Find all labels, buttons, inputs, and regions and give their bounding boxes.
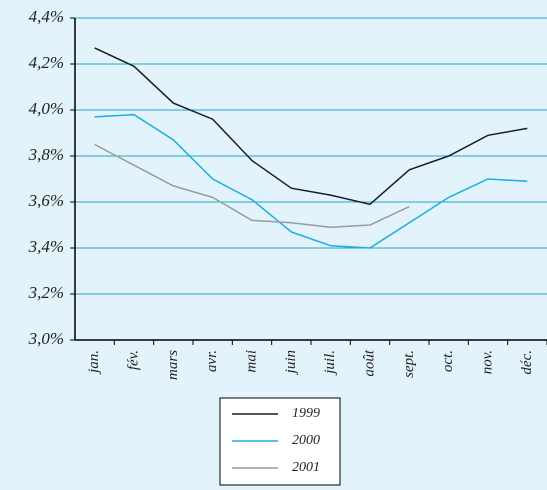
x-tick-label: avr. <box>204 350 220 372</box>
x-tick-label: oct. <box>440 350 456 372</box>
y-tick-label: 3,4% <box>28 237 64 256</box>
x-tick-label: fév. <box>125 350 141 370</box>
y-tick-label: 3,6% <box>28 191 64 210</box>
y-tick-label: 4,4% <box>29 7 64 26</box>
y-tick-label: 3,0% <box>28 329 64 348</box>
x-tick-label: juin <box>283 350 299 375</box>
y-tick-label: 4,0% <box>29 99 64 118</box>
series-line <box>94 47 528 206</box>
series-line <box>94 143 410 229</box>
x-tick-label: mars <box>165 350 181 380</box>
series-line <box>94 113 528 249</box>
x-tick-label: mai <box>243 350 259 373</box>
y-tick-label: 3,2% <box>28 283 64 302</box>
y-tick-label: 3,8% <box>28 145 64 164</box>
x-tick-label: déc. <box>519 350 535 375</box>
x-tick-label: nov. <box>479 350 495 374</box>
x-tick-label: sept. <box>401 350 417 378</box>
x-tick-label: jan. <box>86 350 102 375</box>
legend-label: 2001 <box>292 460 320 475</box>
legend-label: 2000 <box>292 433 320 448</box>
y-tick-label: 4,2% <box>29 53 64 72</box>
legend-label: 1999 <box>292 406 320 421</box>
x-tick-label: août <box>361 349 377 377</box>
x-tick-label: juil. <box>322 350 338 376</box>
